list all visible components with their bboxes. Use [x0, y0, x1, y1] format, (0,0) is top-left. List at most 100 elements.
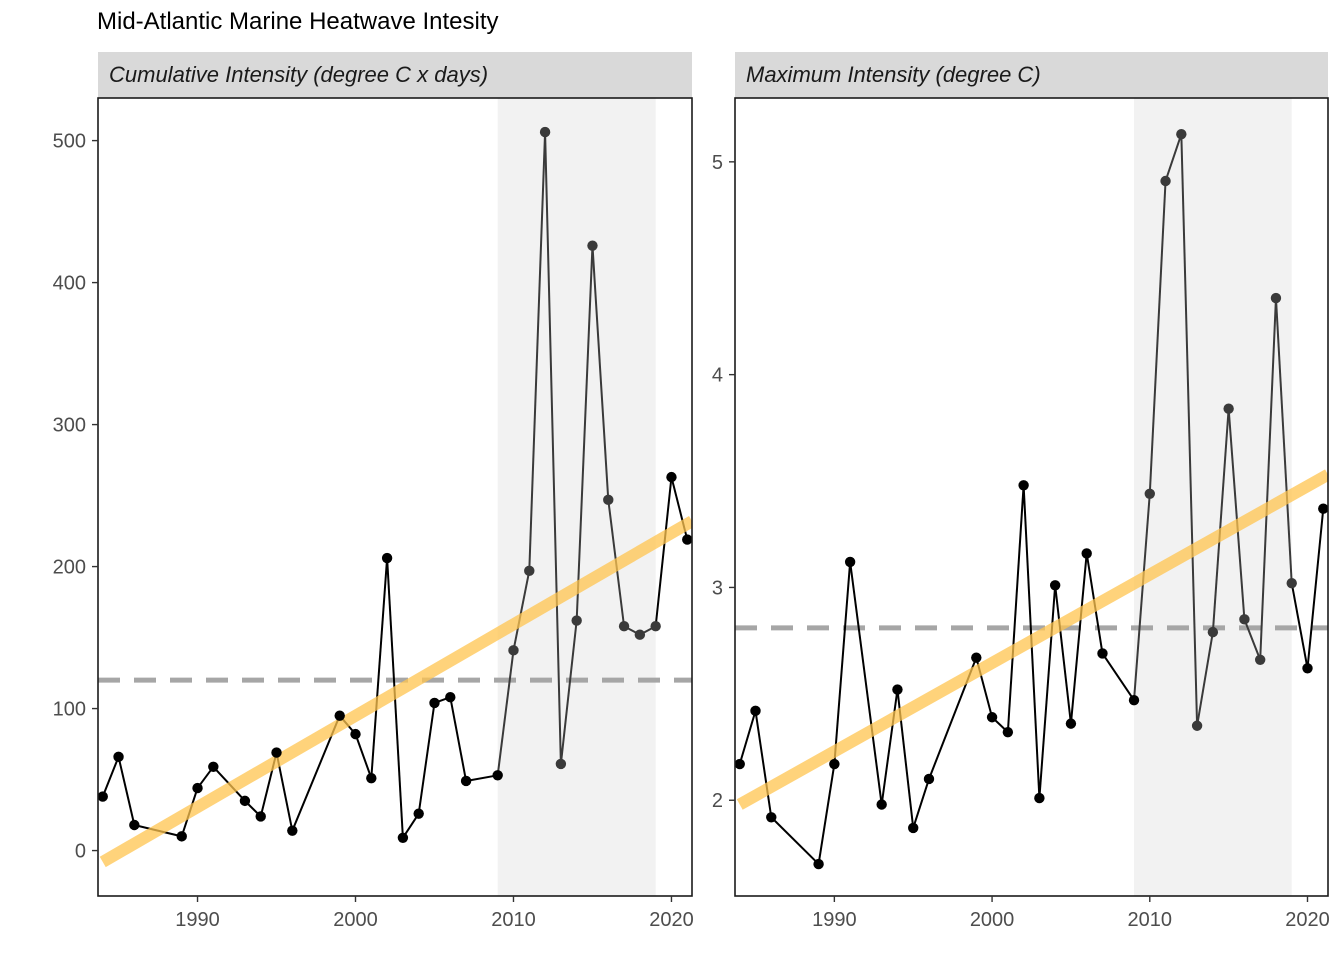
series-line-segment — [849, 561, 883, 805]
highlight-region — [1134, 98, 1292, 896]
series-line-segment — [1164, 133, 1183, 182]
data-point — [287, 825, 298, 836]
data-point — [508, 645, 519, 656]
series-line-segment — [1148, 180, 1167, 494]
data-point — [129, 819, 140, 831]
series-line-segment — [559, 620, 578, 765]
data-point — [813, 858, 824, 870]
data-point — [750, 705, 761, 717]
series-line-segment — [101, 756, 120, 797]
facet-strip — [735, 52, 1328, 98]
series-line-segment — [654, 477, 673, 627]
y-tick-label: 3 — [712, 577, 723, 599]
data-point — [239, 795, 251, 807]
series-line-segment — [544, 132, 562, 764]
data-point — [1144, 488, 1155, 500]
data-point — [1176, 128, 1187, 140]
data-point — [271, 747, 282, 758]
x-tick-label: 2000 — [333, 909, 378, 931]
facet-strip-label: Cumulative Intensity (degree C x days) — [109, 62, 488, 87]
data-point — [1002, 726, 1014, 738]
series-line-segment — [1274, 297, 1293, 584]
y-tick-label: 2 — [712, 790, 723, 812]
facet-strip-label: Maximum Intensity (degree C) — [746, 62, 1041, 87]
data-point — [192, 782, 203, 794]
data-point — [1191, 720, 1203, 731]
data-point — [334, 710, 345, 721]
data-point — [113, 751, 124, 763]
data-point — [1286, 577, 1297, 589]
series-line-segment — [1243, 618, 1262, 661]
data-point — [571, 615, 582, 626]
y-tick-label: 4 — [712, 365, 723, 387]
y-tick-label: 5 — [712, 152, 723, 174]
y-tick-label: 300 — [53, 415, 86, 437]
data-point — [735, 758, 745, 770]
plot-area — [735, 98, 1328, 896]
series-line-segment — [754, 710, 773, 818]
data-point — [618, 621, 630, 632]
facet-strip — [98, 52, 692, 98]
series-line-segment — [370, 557, 389, 779]
series-line-segment — [591, 245, 610, 500]
data-point — [986, 712, 998, 723]
data-point — [1018, 480, 1029, 491]
x-tick-label: 2000 — [970, 909, 1015, 931]
data-point — [682, 534, 692, 545]
x-tick-label: 2010 — [491, 909, 536, 931]
trend-line — [736, 469, 1328, 810]
data-point — [634, 629, 646, 640]
y-tick-label: 0 — [75, 841, 86, 863]
series-line-segment — [1038, 585, 1057, 799]
panel-border — [97, 97, 693, 897]
series-line-segment — [817, 763, 836, 865]
series-line-segment — [738, 710, 757, 765]
data-point — [876, 799, 887, 810]
data-point — [208, 761, 219, 772]
x-tick-label: 1990 — [812, 909, 857, 931]
plot-area — [98, 98, 692, 896]
series-line-segment — [117, 756, 136, 826]
series-line-segment — [880, 689, 899, 805]
data-point — [892, 684, 903, 695]
chart-title: Mid-Atlantic Marine Heatwave Intesity — [97, 8, 499, 35]
series-line-segment — [912, 778, 930, 829]
panel-1: Cumulative Intensity (degree C x days) 0 1… — [53, 52, 694, 931]
series-line-segment — [1211, 408, 1230, 633]
data-point — [1034, 792, 1045, 804]
data-point — [650, 621, 661, 632]
data-point — [397, 832, 409, 843]
data-point — [923, 773, 935, 785]
series-line-segment — [1101, 652, 1135, 701]
x-tick-label: 1990 — [175, 909, 220, 931]
data-point — [539, 126, 551, 138]
series-line-segment — [449, 697, 468, 782]
series-line-segment — [417, 702, 436, 814]
data-point — [381, 552, 393, 564]
data-point — [666, 471, 677, 483]
data-point — [429, 697, 440, 709]
data-point — [1160, 175, 1171, 187]
data-point — [255, 811, 266, 822]
data-point — [1207, 626, 1219, 638]
series-line-segment — [512, 570, 531, 651]
data-point — [1081, 548, 1092, 559]
data-point — [1318, 503, 1328, 514]
series-line-segment — [1133, 493, 1151, 701]
data-point — [98, 791, 108, 802]
series-line-segment — [354, 733, 373, 779]
trend-line — [99, 515, 692, 868]
data-point — [460, 775, 472, 787]
data-point — [555, 758, 567, 770]
series-line-segment — [1306, 508, 1325, 669]
series-line-segment — [833, 561, 852, 765]
data-point — [1270, 292, 1282, 304]
data-point — [1049, 580, 1061, 591]
panel-border — [734, 97, 1329, 897]
highlight-region — [497, 98, 656, 896]
data-point — [350, 728, 361, 740]
x-tick-label: 2020 — [1285, 909, 1330, 931]
data-point — [1239, 614, 1250, 625]
data-point — [603, 494, 614, 506]
